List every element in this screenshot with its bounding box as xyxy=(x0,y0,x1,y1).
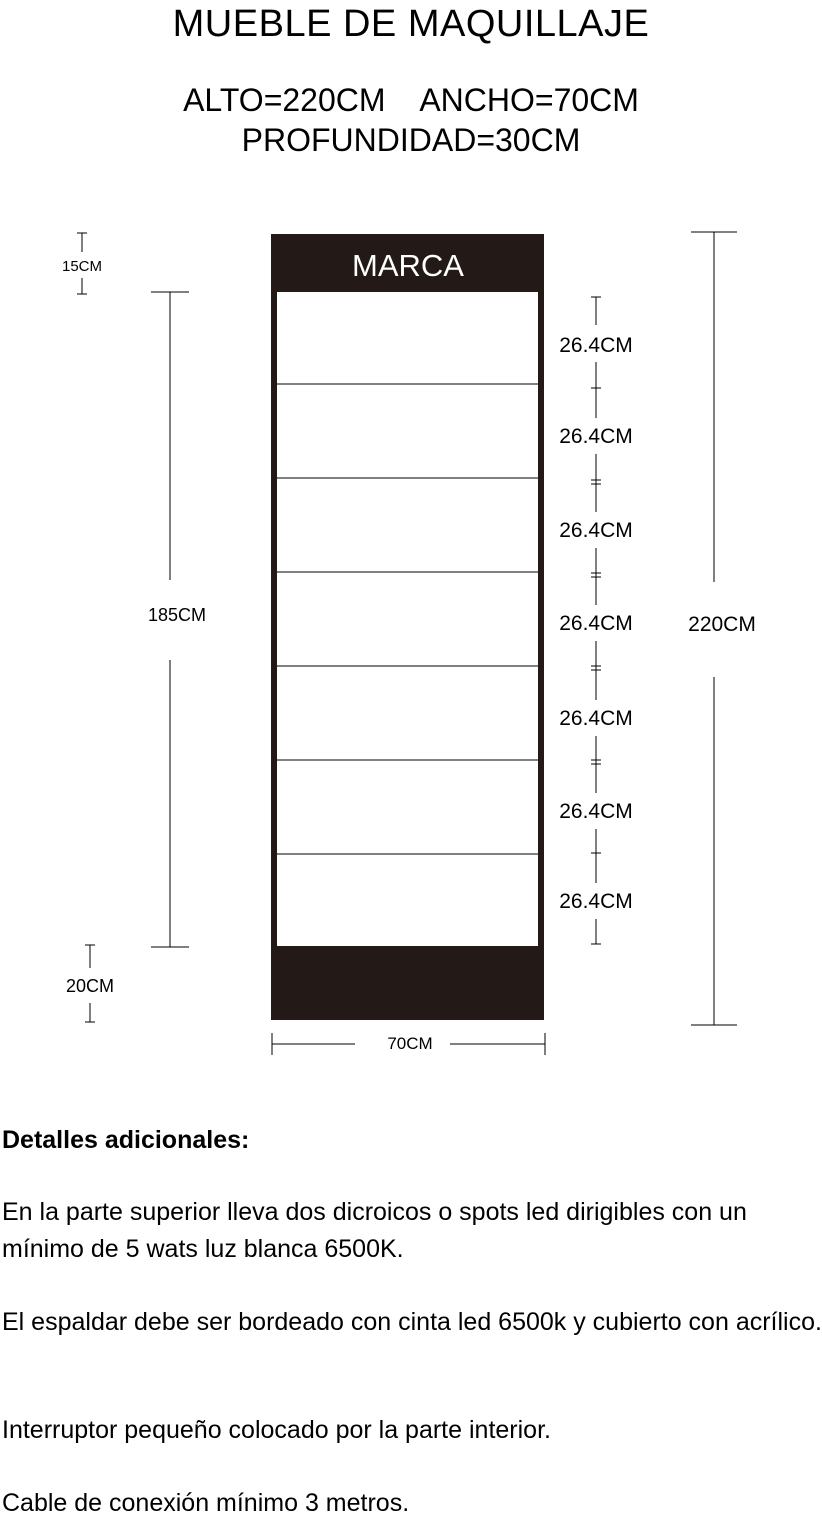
brand-label: MARCA xyxy=(352,248,464,283)
dimension-width-label: 70CM xyxy=(387,1034,432,1053)
dimension-display-height-label: 185CM xyxy=(148,605,206,625)
cabinet-top-panel xyxy=(271,234,544,292)
shelf-spacing-label: 26.4CM xyxy=(559,890,633,913)
shelf-spacing-label: 26.4CM xyxy=(559,800,633,823)
dimensions-line-1: ALTO=220CM ANCHO=70CM xyxy=(183,82,639,118)
shelf-spacing-label: 26.4CM xyxy=(559,334,633,357)
dimension-base-height xyxy=(85,944,95,1023)
dimension-base-height-label: 20CM xyxy=(66,976,114,996)
shelf-spacing-label: 26.4CM xyxy=(559,519,633,542)
furniture-drawing: MARCA 15CM 185CM 20CM 220CM xyxy=(62,231,756,1055)
dimension-top-band xyxy=(77,232,87,295)
detail-paragraph: En la parte superior lleva dos dicroicos… xyxy=(2,1198,747,1263)
shelf-spacing-label: 26.4CM xyxy=(559,707,633,730)
shelf-spacing-label: 26.4CM xyxy=(559,612,633,635)
dimension-display-height xyxy=(151,291,189,948)
additional-details: Detalles adicionales: En la parte superi… xyxy=(2,1122,822,1517)
detail-paragraph: Interruptor pequeño colocado por la part… xyxy=(2,1416,551,1444)
cabinet-base-panel xyxy=(271,946,544,1020)
shelf-spacing-label: 26.4CM xyxy=(559,425,633,448)
details-heading: Detalles adicionales: xyxy=(2,1126,250,1154)
dimension-top-band-label: 15CM xyxy=(62,258,102,275)
cabinet-left-side xyxy=(271,234,277,1020)
cabinet-display-area xyxy=(277,292,538,946)
cabinet-right-side xyxy=(538,234,544,1020)
detail-paragraph: Cable de conexión mínimo 3 metros. xyxy=(2,1489,410,1517)
dimension-total-height-label: 220CM xyxy=(688,613,756,636)
dimension-width xyxy=(271,1033,546,1055)
shelf-spacing-dimension-chain xyxy=(591,296,601,945)
page-title: MUEBLE DE MAQUILLAJE xyxy=(172,3,650,45)
detail-paragraph: El espaldar debe ser bordeado con cinta … xyxy=(2,1308,822,1336)
dimension-total-height xyxy=(691,231,737,1026)
dimensions-line-2: PROFUNDIDAD=30CM xyxy=(241,122,581,158)
